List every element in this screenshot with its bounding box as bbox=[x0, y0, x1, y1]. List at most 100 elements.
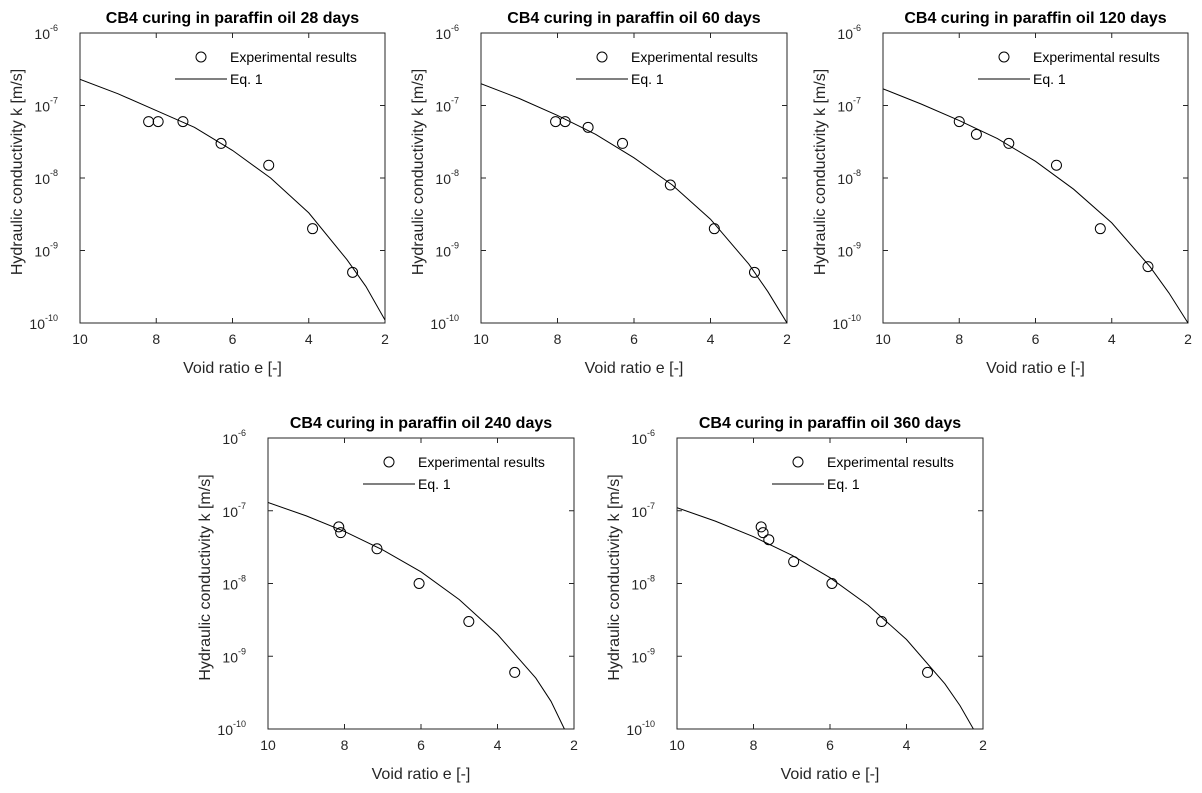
x-tick-label: 2 bbox=[783, 331, 791, 347]
experimental-point bbox=[1050, 159, 1062, 171]
y-tick-base: 10 bbox=[837, 171, 853, 187]
y-tick-base: 10 bbox=[832, 316, 848, 332]
y-tick-base: 10 bbox=[631, 504, 647, 520]
y-tick-base: 10 bbox=[435, 26, 451, 42]
experimental-point bbox=[559, 116, 571, 128]
experimental-point bbox=[922, 666, 934, 678]
y-tick-label: 10-6 bbox=[222, 428, 246, 447]
y-axis-label: Hydraulic conductivity k [m/s] bbox=[812, 69, 829, 275]
y-tick-base: 10 bbox=[217, 722, 233, 738]
chart-panel-5: CB4 curing in paraffin oil 360 days 10 8 6 4… bbox=[606, 415, 987, 783]
chart-panel-3: CB4 curing in paraffin oil 120 days 10 8 6 4… bbox=[812, 10, 1192, 377]
legend-label-eq1: Eq. 1 bbox=[827, 476, 860, 492]
y-tick-label: 10-7 bbox=[631, 501, 655, 520]
x-tick-label: 4 bbox=[494, 737, 502, 753]
legend-marker bbox=[383, 456, 395, 468]
legend-label-eq1: Eq. 1 bbox=[1033, 71, 1066, 87]
y-tick-label: 10-6 bbox=[631, 428, 655, 447]
eq1-curve bbox=[80, 78, 385, 321]
y-axis-label: Hydraulic conductivity k [m/s] bbox=[410, 69, 427, 275]
y-tick-exponent: -8 bbox=[853, 168, 861, 178]
experimental-point bbox=[413, 578, 425, 589]
legend-label-experimental: Experimental results bbox=[1033, 49, 1160, 65]
y-axis-label: Hydraulic conductivity k [m/s] bbox=[197, 474, 214, 680]
x-tick-label: 10 bbox=[669, 737, 685, 753]
chart-title: CB4 curing in paraffin oil 60 days bbox=[507, 10, 760, 27]
experimental-point bbox=[826, 578, 838, 589]
x-tick-label: 10 bbox=[875, 331, 891, 347]
y-tick-base: 10 bbox=[837, 26, 853, 42]
experimental-point bbox=[463, 616, 475, 628]
chart-title: CB4 curing in paraffin oil 240 days bbox=[290, 415, 552, 432]
y-tick-base: 10 bbox=[430, 316, 446, 332]
y-tick-label: 10-9 bbox=[435, 241, 459, 260]
chart-title: CB4 curing in paraffin oil 28 days bbox=[106, 10, 359, 27]
y-tick-exponent: -10 bbox=[848, 313, 861, 323]
y-tick-label: 10-10 bbox=[626, 719, 655, 738]
y-tick-base: 10 bbox=[435, 171, 451, 187]
y-tick-exponent: -6 bbox=[50, 23, 58, 33]
y-tick-exponent: -6 bbox=[238, 428, 246, 438]
experimental-point bbox=[763, 534, 775, 546]
x-tick-label: 8 bbox=[554, 331, 562, 347]
y-tick-base: 10 bbox=[34, 99, 50, 115]
experimental-point bbox=[215, 137, 227, 149]
experimental-point bbox=[143, 116, 155, 128]
y-tick-exponent: -6 bbox=[647, 428, 655, 438]
y-tick-exponent: -9 bbox=[238, 646, 246, 656]
x-tick-label: 6 bbox=[630, 331, 638, 347]
x-tick-label: 6 bbox=[826, 737, 834, 753]
y-tick-label: 10-8 bbox=[34, 168, 58, 187]
y-tick-label: 10-9 bbox=[222, 646, 246, 665]
x-tick-label: 2 bbox=[979, 737, 987, 753]
y-tick-label: 10-9 bbox=[631, 646, 655, 665]
y-tick-label: 10-10 bbox=[430, 313, 459, 332]
y-tick-base: 10 bbox=[34, 244, 50, 260]
legend-marker bbox=[792, 456, 804, 468]
chart-title: CB4 curing in paraffin oil 360 days bbox=[699, 415, 961, 432]
y-tick-label: 10-10 bbox=[832, 313, 861, 332]
y-tick-label: 10-9 bbox=[837, 241, 861, 260]
experimental-point bbox=[1094, 223, 1106, 235]
y-tick-exponent: -9 bbox=[451, 241, 459, 251]
x-tick-label: 2 bbox=[1184, 331, 1192, 347]
y-tick-base: 10 bbox=[222, 504, 238, 520]
y-tick-label: 10-9 bbox=[34, 241, 58, 260]
eq1-curve bbox=[677, 507, 974, 729]
y-tick-exponent: -10 bbox=[642, 719, 655, 729]
y-tick-base: 10 bbox=[222, 577, 238, 593]
y-tick-exponent: -6 bbox=[451, 23, 459, 33]
experimental-point bbox=[550, 116, 562, 128]
experimental-point bbox=[748, 266, 760, 278]
legend-label-experimental: Experimental results bbox=[230, 49, 357, 65]
x-tick-label: 4 bbox=[305, 331, 313, 347]
y-tick-label: 10-6 bbox=[837, 23, 861, 42]
y-tick-exponent: -10 bbox=[446, 313, 459, 323]
experimental-point bbox=[788, 556, 800, 568]
y-tick-label: 10-8 bbox=[435, 168, 459, 187]
x-axis-label: Void ratio e [-] bbox=[986, 360, 1085, 377]
y-tick-exponent: -8 bbox=[50, 168, 58, 178]
y-tick-base: 10 bbox=[34, 171, 50, 187]
x-tick-label: 10 bbox=[473, 331, 489, 347]
experimental-point bbox=[307, 223, 319, 235]
experimental-point bbox=[371, 543, 383, 555]
experimental-point bbox=[1003, 137, 1015, 149]
experimental-point bbox=[333, 521, 345, 533]
legend-marker bbox=[596, 51, 608, 63]
y-tick-base: 10 bbox=[837, 99, 853, 115]
y-tick-base: 10 bbox=[435, 244, 451, 260]
y-tick-base: 10 bbox=[626, 722, 642, 738]
legend-label-experimental: Experimental results bbox=[418, 454, 545, 470]
y-tick-exponent: -9 bbox=[50, 241, 58, 251]
x-tick-label: 10 bbox=[72, 331, 88, 347]
experimental-point bbox=[263, 159, 275, 171]
y-tick-label: 10-7 bbox=[435, 96, 459, 115]
experimental-point bbox=[335, 527, 347, 539]
x-tick-label: 6 bbox=[417, 737, 425, 753]
x-tick-label: 6 bbox=[1032, 331, 1040, 347]
legend-label-eq1: Eq. 1 bbox=[631, 71, 664, 87]
legend-label-experimental: Experimental results bbox=[827, 454, 954, 470]
x-tick-label: 2 bbox=[381, 331, 389, 347]
